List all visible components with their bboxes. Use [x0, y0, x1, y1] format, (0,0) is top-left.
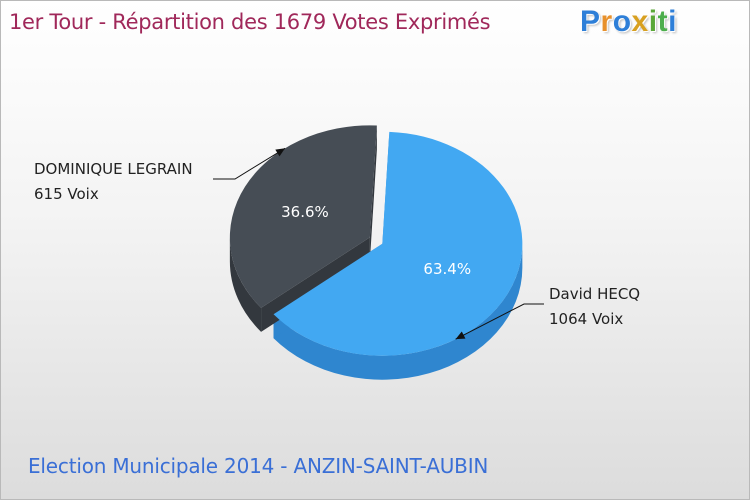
logo-letter: t — [657, 5, 669, 38]
slice-name-label: David HECQ — [549, 285, 640, 303]
pie-slice-side — [273, 243, 523, 380]
pie-slice-cut — [369, 125, 377, 262]
pie-slice-percent-label: 36.6% — [281, 203, 329, 221]
callout-leader-line — [213, 147, 286, 180]
logo-letter: i — [648, 5, 658, 38]
slice-name-label: DOMINIQUE LEGRAIN — [34, 160, 193, 178]
chart-title: 1er Tour - Répartition des 1679 Votes Ex… — [9, 10, 491, 34]
election-footer: Election Municipale 2014 - ANZIN-SAINT-A… — [28, 454, 489, 478]
callout-arrowhead — [275, 148, 286, 157]
logo-letter: x — [631, 5, 649, 38]
callout-leader-line — [455, 303, 544, 340]
logo-letter: r — [600, 5, 613, 38]
pie-slice — [229, 125, 377, 308]
pie-slice-side — [229, 237, 262, 332]
proxiti-logo: Proxiti — [580, 5, 700, 45]
logo-letter: P — [580, 5, 601, 38]
callout-arrowhead — [455, 331, 466, 340]
logo-text: Proxiti — [580, 5, 677, 39]
pie-slice — [273, 131, 523, 356]
logo-letter: o — [612, 5, 632, 38]
slice-votes-label: 1064 Voix — [549, 310, 623, 328]
pie-slice-percent-label: 63.4% — [423, 260, 471, 278]
logo-letter: i — [668, 5, 677, 38]
slice-votes-label: 615 Voix — [34, 185, 99, 203]
